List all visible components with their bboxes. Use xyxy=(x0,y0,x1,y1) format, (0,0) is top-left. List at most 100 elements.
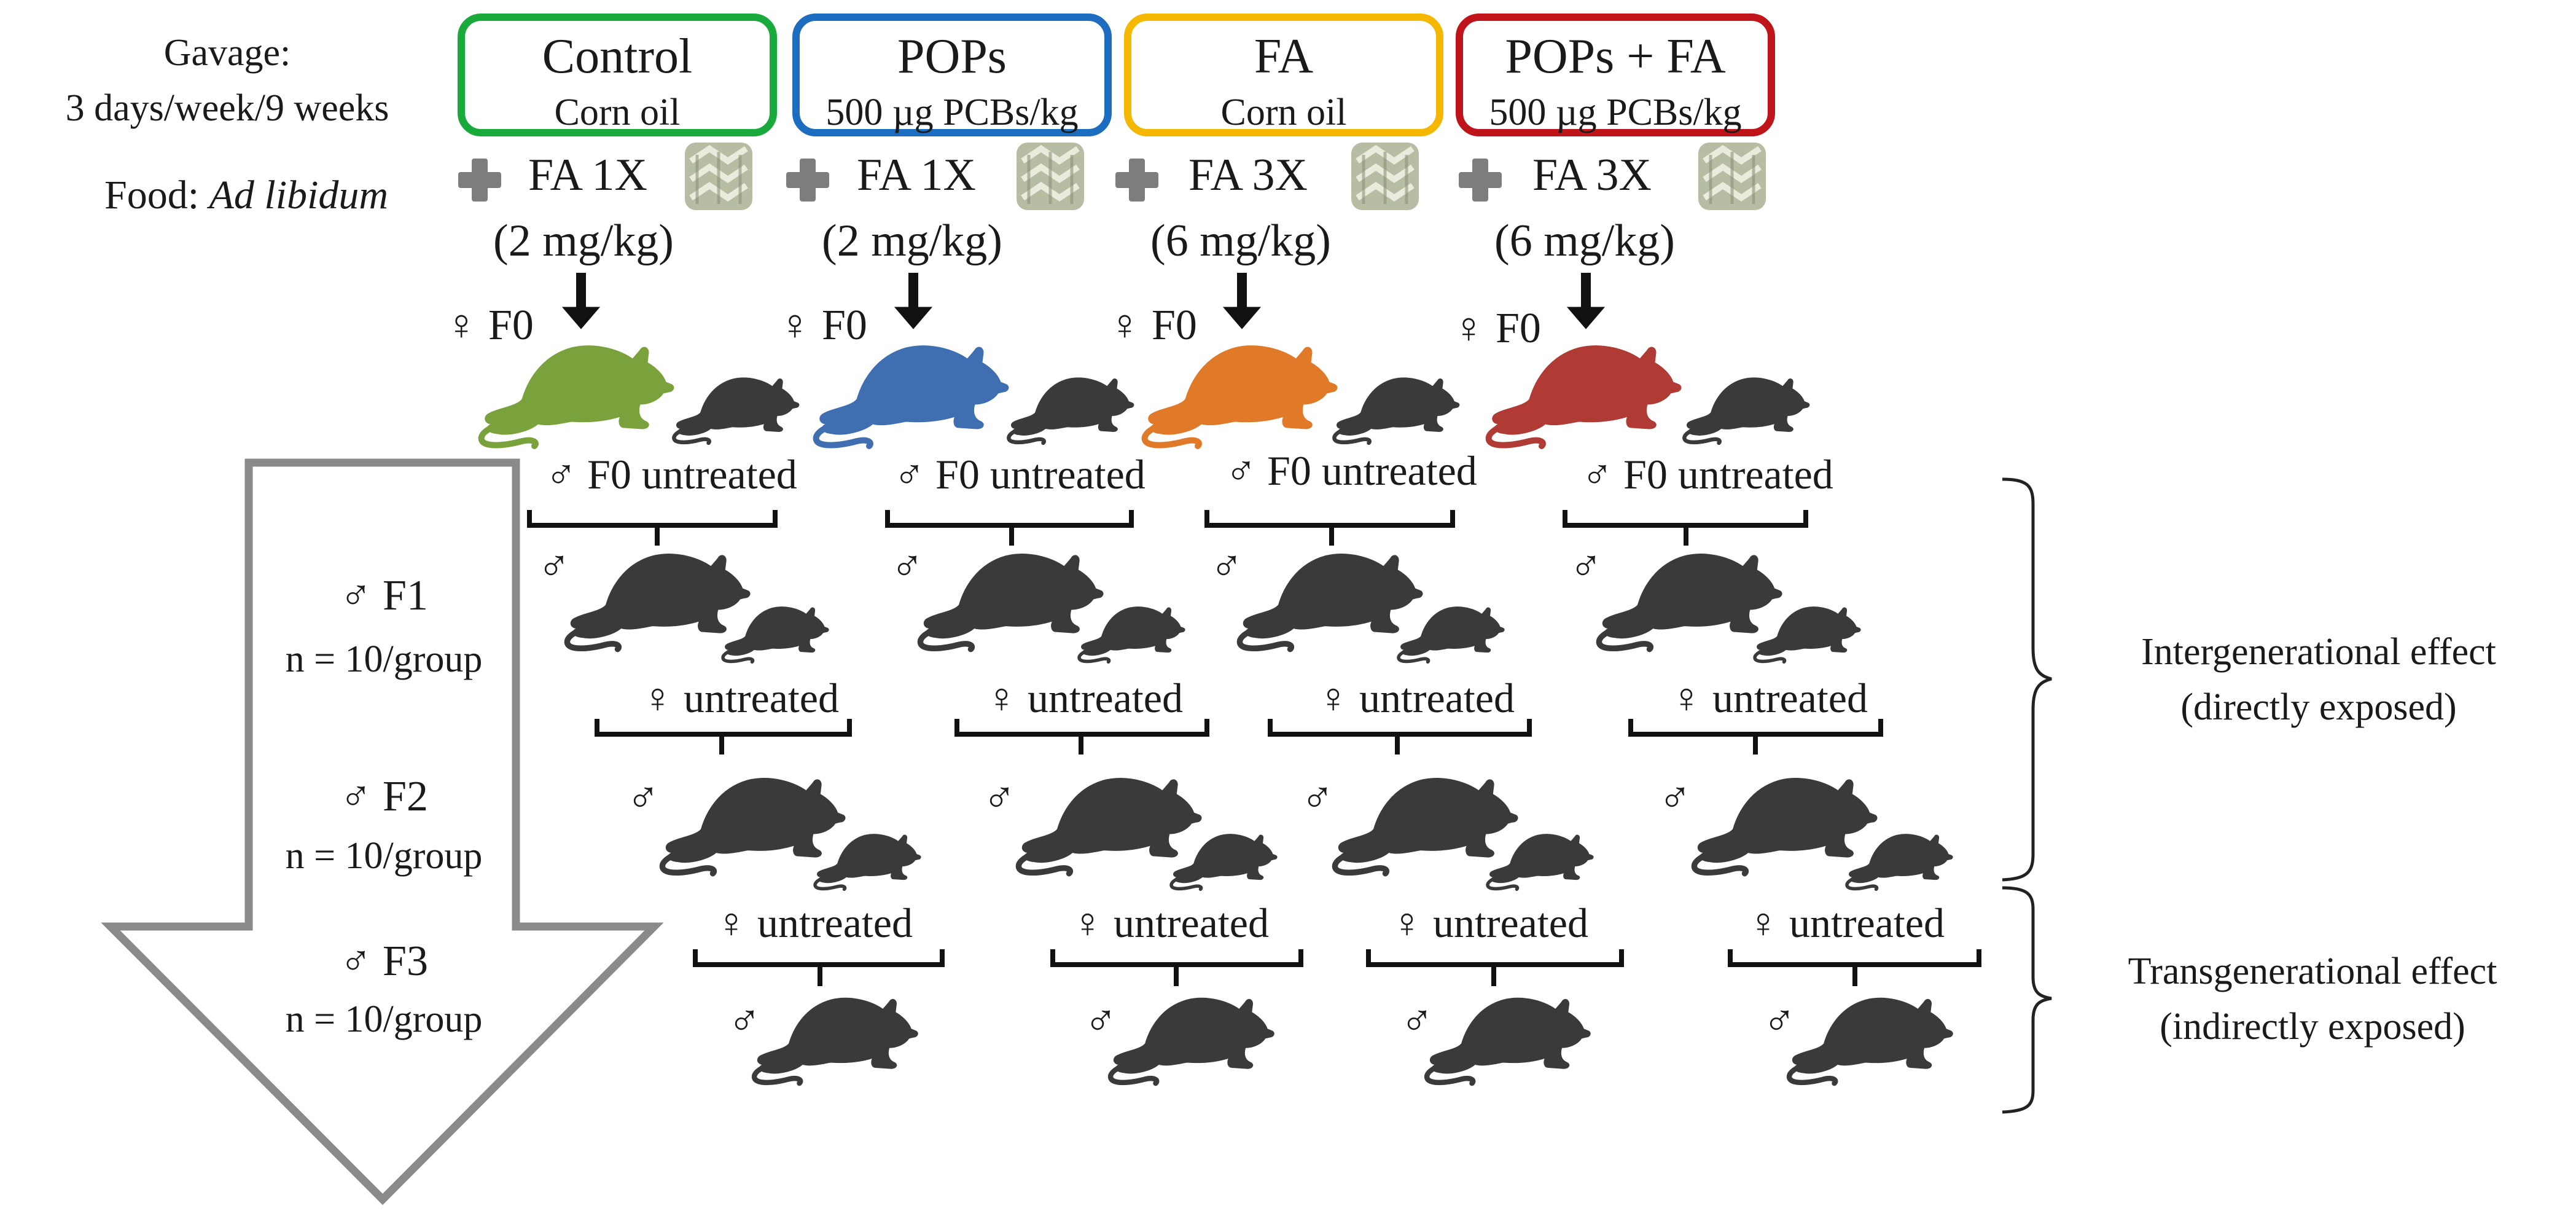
fa-dose-pops-fa: FA 3X xyxy=(1532,150,1652,200)
plus-icon-control xyxy=(458,159,501,202)
f3-male-rat-pops xyxy=(1110,998,1274,1083)
pellet-icon-control xyxy=(685,143,752,210)
f0-male-rat-pops-fa xyxy=(1684,378,1809,443)
f1-male-symbol-fa: ♂ xyxy=(1210,541,1243,590)
f2-female-rat-pops-fa xyxy=(1847,834,1953,889)
f0-female-rat-control xyxy=(482,346,674,446)
arrow-f2-label: ♂ F2 xyxy=(340,773,428,820)
pellet-icon-pops-fa xyxy=(1698,143,1766,210)
f2-male-rat-fa xyxy=(1335,778,1518,873)
big-generation-arrow xyxy=(101,458,664,1205)
arrow-f2-n: n = 10/group xyxy=(285,835,483,877)
fa-dose-pops: FA 1X xyxy=(857,150,976,200)
f2-male-rat-pops xyxy=(1018,778,1201,873)
plus-icon-pops xyxy=(786,159,829,202)
f2-male-symbol-pops-fa: ♂ xyxy=(1658,773,1692,822)
brackets-f1-f2 xyxy=(595,719,1883,755)
group-name: POPs xyxy=(897,29,1007,84)
f1-female-label-pops-fa: ♀ untreated xyxy=(1671,675,1868,721)
f1-male-symbol-pops: ♂ xyxy=(891,541,924,590)
f1-male-rat-pops-fa xyxy=(1599,554,1782,649)
transgenerational-brace xyxy=(2002,886,2052,1114)
arrow-f3-label: ♂ F3 xyxy=(340,938,428,985)
f2-female-rat-fa xyxy=(1488,834,1593,889)
intergenerational-label: Intergenerational effect xyxy=(2141,631,2496,673)
brackets-f0-f1 xyxy=(527,510,1808,546)
f2-male-symbol-control: ♂ xyxy=(626,773,660,822)
gavage-schedule: 3 days/week/9 weeks xyxy=(65,87,389,129)
f0-female-label-fa: ♀ F0 xyxy=(1109,302,1197,349)
f0-male-label-fa: ♂ F0 untreated xyxy=(1225,447,1477,494)
f2-female-label-fa: ♀ untreated xyxy=(1391,900,1588,946)
f1-female-rat-pops-fa xyxy=(1755,606,1860,662)
f1-male-rat-fa xyxy=(1239,554,1423,649)
f0-male-rat-fa xyxy=(1334,378,1459,443)
fa-mgkg-pops-fa: (6 mg/kg) xyxy=(1494,216,1675,266)
f1-male-rat-pops xyxy=(920,554,1103,649)
f3-male-symbol-pops-fa: ♂ xyxy=(1763,996,1796,1045)
food-label: Food: Ad libidum xyxy=(104,175,388,216)
f3-male-symbol-fa: ♂ xyxy=(1400,996,1434,1045)
f2-male-symbol-pops: ♂ xyxy=(983,773,1016,822)
f0-female-rat-fa xyxy=(1145,346,1337,446)
f3-male-symbol-control: ♂ xyxy=(728,996,761,1045)
transgenerational-sublabel: (indirectly exposed) xyxy=(2160,1006,2465,1048)
fa-mgkg-control: (2 mg/kg) xyxy=(493,216,674,266)
arrow-f1-label: ♂ F1 xyxy=(340,572,428,619)
plus-icon-pops-fa xyxy=(1459,159,1502,202)
f1-female-rat-control xyxy=(723,606,829,662)
f0-female-rat-pops xyxy=(816,346,1009,446)
f1-male-symbol-control: ♂ xyxy=(537,541,571,590)
f1-female-label-fa: ♀ untreated xyxy=(1317,675,1515,721)
brackets-f2-f3 xyxy=(693,949,1981,986)
fa-to-f0-arrows xyxy=(561,273,1606,329)
f3-male-symbol-pops: ♂ xyxy=(1084,996,1117,1045)
intergenerational-sublabel: (directly exposed) xyxy=(2180,686,2457,728)
f1-female-rat-pops xyxy=(1079,606,1185,662)
group-vehicle: 500 µg PCBs/kg xyxy=(1489,92,1742,133)
fa-dose-fa: FA 3X xyxy=(1188,150,1308,200)
group-name: POPs + FA xyxy=(1505,29,1726,84)
f0-female-label-control: ♀ F0 xyxy=(445,302,534,349)
group-box-fa: FA Corn oil xyxy=(1124,14,1443,136)
fa-mgkg-pops: (2 mg/kg) xyxy=(822,216,1002,266)
fa-mgkg-fa: (6 mg/kg) xyxy=(1150,216,1331,266)
transgenerational-label: Transgenerational effect xyxy=(2128,951,2497,992)
pellet-icon-pops xyxy=(1017,143,1084,210)
food-label-italic: Ad libidum xyxy=(209,173,389,218)
f0-male-label-pops-fa: ♂ F0 untreated xyxy=(1582,451,1833,498)
group-box-pops: POPs 500 µg PCBs/kg xyxy=(792,14,1112,136)
f0-male-label-pops: ♂ F0 untreated xyxy=(894,451,1146,498)
gavage-label: Gavage: xyxy=(163,32,291,74)
food-label-prefix: Food: xyxy=(104,173,209,218)
intergenerational-brace xyxy=(2002,477,2052,882)
f2-male-symbol-fa: ♂ xyxy=(1301,773,1334,822)
f0-female-rat-pops-fa xyxy=(1489,346,1681,446)
f2-female-label-pops: ♀ untreated xyxy=(1072,900,1269,946)
pellet-icon-fa xyxy=(1351,143,1419,210)
fa-dose-control: FA 1X xyxy=(528,150,647,200)
f3-male-rat-control xyxy=(754,998,918,1083)
f0-male-label-control: ♂ F0 untreated xyxy=(545,451,797,498)
f1-female-rat-fa xyxy=(1399,606,1504,662)
group-name: FA xyxy=(1254,29,1314,84)
plus-icon-fa xyxy=(1115,159,1158,202)
f0-female-label-pops: ♀ F0 xyxy=(779,302,867,349)
f2-female-rat-pops xyxy=(1171,834,1277,889)
f2-female-label-pops-fa: ♀ untreated xyxy=(1747,900,1945,946)
arrow-f3-n: n = 10/group xyxy=(285,998,483,1040)
f3-male-rat-pops-fa xyxy=(1789,998,1953,1083)
f1-male-symbol-pops-fa: ♂ xyxy=(1569,541,1602,590)
f0-male-rat-control xyxy=(674,378,799,443)
f2-female-label-control: ♀ untreated xyxy=(716,900,913,946)
group-box-control: Control Corn oil xyxy=(458,14,777,136)
f3-male-rat-fa xyxy=(1427,998,1590,1083)
group-name: Control xyxy=(542,29,693,84)
f1-male-rat-control xyxy=(567,554,750,649)
f1-female-label-control: ♀ untreated xyxy=(642,675,839,721)
group-vehicle: Corn oil xyxy=(1220,92,1347,133)
f0-female-label-pops-fa: ♀ F0 xyxy=(1453,305,1541,352)
f2-male-rat-pops-fa xyxy=(1694,778,1877,873)
f2-male-rat-control xyxy=(662,778,845,873)
